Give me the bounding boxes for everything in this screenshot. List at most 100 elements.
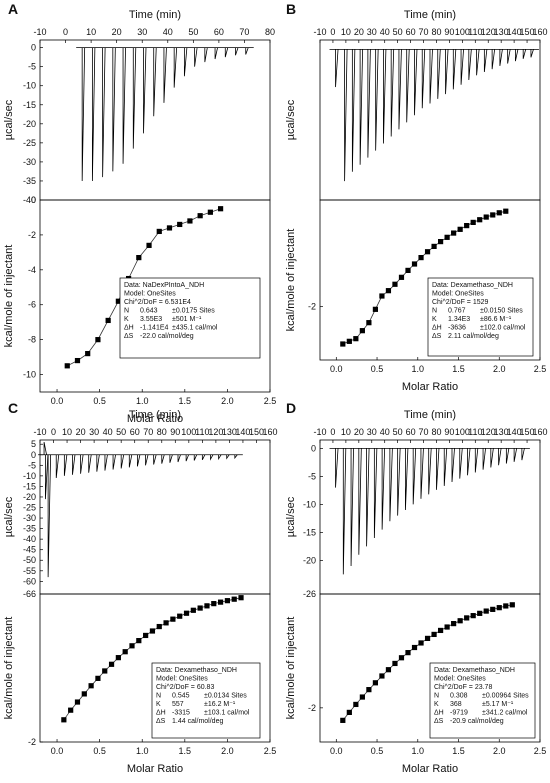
injection-peak <box>177 454 181 463</box>
fit-param-value: 3.55E3 <box>140 316 162 323</box>
injection-peak <box>104 454 108 471</box>
time-tick-label: 10 <box>341 27 351 37</box>
fit-param-label: N <box>124 308 129 315</box>
time-tick-label: 130 <box>494 27 509 37</box>
data-point <box>105 317 111 324</box>
time-tick-label: 160 <box>262 427 277 437</box>
data-point <box>64 363 70 369</box>
data-point <box>496 605 502 611</box>
injection-peak <box>397 448 401 516</box>
binding-plot-frame <box>39 199 271 393</box>
data-point <box>424 635 431 641</box>
data-point <box>353 701 359 708</box>
power-tick-label: 0 <box>31 43 36 53</box>
injection-peak <box>522 49 527 59</box>
power-axis-title: µcal/sec <box>285 99 297 140</box>
data-point <box>379 673 385 679</box>
fit-param-value: 0.308 <box>450 693 468 700</box>
ratio-tick-label: 0.0 <box>51 746 64 756</box>
data-point <box>85 351 91 357</box>
injection-peak <box>351 49 356 172</box>
time-tick-label: 10 <box>341 427 351 437</box>
injection-peak <box>530 49 534 58</box>
injection-peak <box>194 47 198 67</box>
binding-isotherm-plot: 0.0 0.5 1.0 1.5 2.0 2.5 Molar Ratio -2 kcal/mole… <box>285 199 546 393</box>
binding-plot-frame <box>319 199 541 361</box>
power-tick-label: -10 <box>303 499 316 509</box>
time-tick-label: 140 <box>235 427 250 437</box>
injection-peak <box>406 49 410 123</box>
injection-peak <box>88 454 92 473</box>
time-tick-label: 40 <box>103 427 113 437</box>
fit-info-line: Model: OneSites <box>124 291 176 298</box>
data-point <box>490 212 496 218</box>
injection-peak <box>153 47 157 117</box>
injection-peak <box>63 454 68 476</box>
injection-peak <box>143 47 147 134</box>
data-point <box>464 615 470 621</box>
fit-param-value: -20.9 cal/mol/deg <box>450 718 504 725</box>
data-point <box>217 206 224 212</box>
enthalpy-tick-label: -6 <box>28 300 36 310</box>
molar-ratio-axis-title: Molar Ratio <box>402 381 458 393</box>
time-tick-label: -10 <box>313 27 326 37</box>
data-point <box>68 707 74 713</box>
injection-peak <box>490 448 494 468</box>
fit-param-value: -3636 <box>448 325 466 332</box>
injection-peak <box>513 448 518 462</box>
ratio-tick-label: 2.0 <box>221 746 234 756</box>
injection-peak <box>429 49 433 104</box>
data-point <box>61 717 67 723</box>
injection-peak <box>459 448 463 479</box>
time-tick-label: 90 <box>444 27 454 37</box>
injection-peak <box>153 454 157 465</box>
binding-isotherm-plot: 0.0 0.5 1.0 1.5 2.0 2.5 Molar Ratio -10 -8 -6 -4 -2… <box>3 195 276 425</box>
fit-box-frame <box>119 277 261 359</box>
fit-param-label: ΔS <box>432 333 442 340</box>
time-tick-label: 30 <box>89 427 99 437</box>
power-tick-label: -26 <box>303 589 316 599</box>
fit-param-label: N <box>156 693 161 700</box>
data-point <box>74 357 81 364</box>
data-point <box>95 337 101 343</box>
data-point <box>81 691 87 697</box>
fit-info-line: Data: Dexamethaso_NDH <box>434 667 515 674</box>
raw-thermogram-plot: Time (min)-10 0 10 20 30 40 50 60 70 80 90 10011012… <box>3 409 278 599</box>
injection-peak <box>452 49 457 90</box>
fit-param-label: ΔS <box>124 333 134 340</box>
injection-peak <box>80 454 84 474</box>
time-tick-label: 80 <box>157 427 167 437</box>
power-tick-label: -5 <box>28 460 36 470</box>
data-point <box>431 631 437 638</box>
time-tick-label: 120 <box>208 427 223 437</box>
injection-peak <box>443 448 448 486</box>
data-point <box>115 298 121 304</box>
power-tick-label: -55 <box>23 566 36 576</box>
data-point <box>217 599 224 605</box>
injection-peak <box>120 454 125 469</box>
time-tick-label: 130 <box>494 427 509 437</box>
ratio-tick-label: 1.5 <box>179 396 192 406</box>
data-point <box>88 683 94 689</box>
injection-peak <box>163 47 167 103</box>
time-tick-label: 40 <box>380 427 390 437</box>
fit-param-error: ±103.1 cal/mol <box>204 710 250 717</box>
injection-peak <box>132 47 137 149</box>
data-point <box>163 620 169 626</box>
data-point <box>366 687 372 693</box>
power-tick-label: -60 <box>23 576 36 586</box>
power-tick-label: -50 <box>23 555 36 565</box>
fit-param-error: ±86.6 M⁻¹ <box>480 316 512 323</box>
enthalpy-tick-label: -4 <box>28 265 36 275</box>
fit-parameters-box: Data: Dexamethaso_NDH Model: OneSitesChi^… <box>429 662 536 739</box>
power-tick-label: -5 <box>28 62 36 72</box>
fit-param-value: 1.44 cal/mol/deg <box>172 718 223 725</box>
panel-d: D Time (min)-10 0 10 20 30 40 50 60 70 80 90 1001101… <box>285 400 548 775</box>
time-tick-label: 30 <box>367 27 377 37</box>
time-axis-title: Time (min) <box>129 9 181 21</box>
time-tick-label: 160 <box>532 427 547 437</box>
fit-param-error: ±0.0150 Sites <box>480 308 523 315</box>
injection-peak <box>137 454 141 467</box>
fit-param-error: ±0.0134 Sites <box>204 693 247 700</box>
fit-param-value: 557 <box>172 701 184 708</box>
